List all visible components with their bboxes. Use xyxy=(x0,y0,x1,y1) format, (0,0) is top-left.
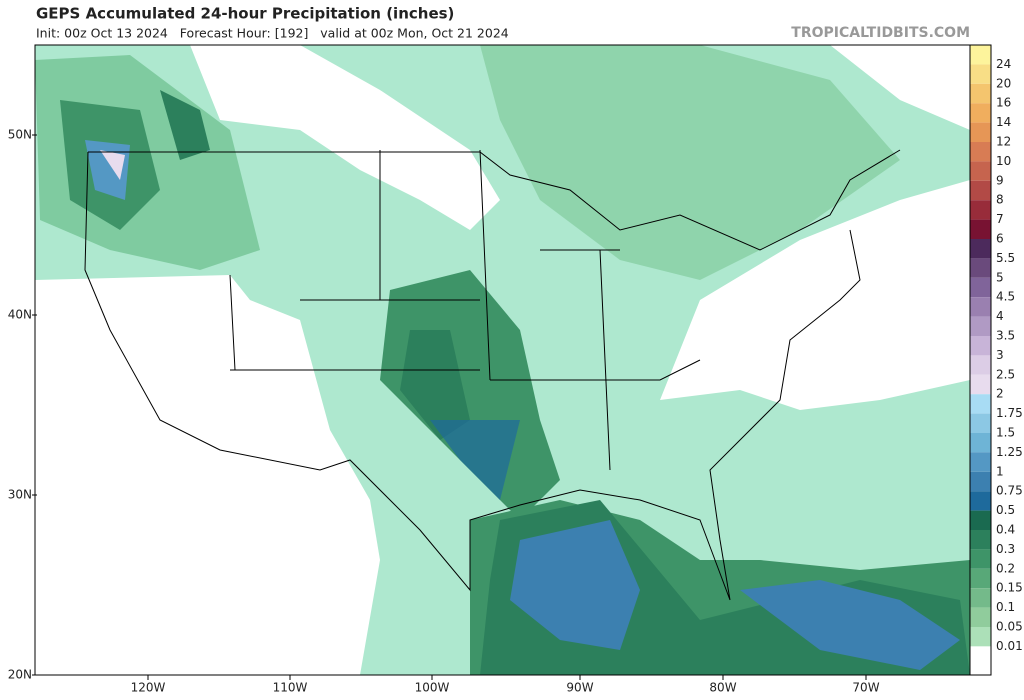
colorbar-swatch xyxy=(970,549,991,569)
title: GEPS Accumulated 24-hour Precipitation (… xyxy=(36,5,454,23)
lon-label: 80W xyxy=(709,681,736,695)
colorbar-swatch xyxy=(970,103,991,123)
lon-label: 100W xyxy=(415,681,450,695)
colorbar-swatch xyxy=(970,355,991,375)
colorbar-swatch xyxy=(970,239,991,259)
colorbar-label: 14 xyxy=(996,115,1011,129)
colorbar-swatch xyxy=(970,64,991,84)
colorbar-label: 0.1 xyxy=(996,600,1015,614)
colorbar-swatch xyxy=(970,316,991,336)
map xyxy=(35,45,970,675)
colorbar-swatch xyxy=(970,374,991,395)
colorbar-swatch xyxy=(970,336,991,356)
colorbar-label: 0.5 xyxy=(996,503,1015,517)
lat-label: 40N xyxy=(8,308,32,322)
colorbar-swatch xyxy=(970,142,991,162)
lat-label: 20N xyxy=(8,668,32,682)
colorbar-swatch xyxy=(970,45,991,65)
colorbar-swatch xyxy=(970,491,991,511)
colorbar-label: 0.2 xyxy=(996,561,1015,575)
colorbar-swatch xyxy=(970,568,991,589)
colorbar-label: 16 xyxy=(996,96,1011,110)
site-credit: TROPICALTIDBITS.COM xyxy=(791,25,970,41)
colorbar-label: 12 xyxy=(996,135,1011,149)
colorbar-label: 5.5 xyxy=(996,251,1015,265)
lon-label: 70W xyxy=(852,681,879,695)
colorbar-swatch xyxy=(970,219,991,239)
colorbar-swatch xyxy=(970,258,991,278)
colorbar-swatch xyxy=(970,510,991,530)
colorbar-label: 1 xyxy=(996,464,1004,478)
colorbar-swatch xyxy=(970,161,991,181)
colorbar-label: 0.4 xyxy=(996,523,1015,537)
colorbar-swatch xyxy=(970,627,991,647)
colorbar-label: 5 xyxy=(996,270,1004,284)
colorbar-swatch xyxy=(970,607,991,627)
colorbar-label: 0.05 xyxy=(996,620,1023,634)
colorbar-swatch xyxy=(970,413,991,433)
lon-label: 110W xyxy=(273,681,308,695)
colorbar-label: 8 xyxy=(996,193,1004,207)
colorbar-swatch xyxy=(970,122,991,142)
colorbar-label: 2.5 xyxy=(996,367,1015,381)
colorbar-label: 0.75 xyxy=(996,484,1023,498)
colorbar-label: 7 xyxy=(996,212,1004,226)
colorbar-label: 24 xyxy=(996,57,1011,71)
colorbar-label: 1.75 xyxy=(996,406,1023,420)
lon-label: 90W xyxy=(566,681,593,695)
colorbar-swatch xyxy=(970,297,991,317)
colorbar-frame xyxy=(969,44,992,676)
colorbar-label: 20 xyxy=(996,76,1011,90)
colorbar-swatch xyxy=(970,394,991,414)
lat-label: 50N xyxy=(8,128,32,142)
colorbar-swatch xyxy=(970,646,991,675)
colorbar-label: 4.5 xyxy=(996,290,1015,304)
colorbar-label: 2 xyxy=(996,387,1004,401)
colorbar-label: 10 xyxy=(996,154,1011,168)
colorbar-label: 6 xyxy=(996,232,1004,246)
colorbar-label: 1.25 xyxy=(996,445,1023,459)
colorbar-label: 3 xyxy=(996,348,1004,362)
colorbar-swatch xyxy=(970,452,991,472)
colorbar-label: 4 xyxy=(996,309,1004,323)
colorbar-label: 9 xyxy=(996,173,1004,187)
colorbar-swatch xyxy=(970,530,991,550)
colorbar-swatch xyxy=(970,180,991,201)
colorbar-swatch xyxy=(970,471,991,492)
colorbar-label: 0.15 xyxy=(996,581,1023,595)
colorbar-swatch xyxy=(970,277,991,298)
colorbar-swatch xyxy=(970,83,991,104)
colorbar-label: 3.5 xyxy=(996,329,1015,343)
colorbar-label: 0.3 xyxy=(996,542,1015,556)
colorbar-label: 1.5 xyxy=(996,426,1015,440)
colorbar-label: 0.01 xyxy=(996,639,1023,653)
subtitle: Init: 00z Oct 13 2024 Forecast Hour: [19… xyxy=(36,26,509,41)
colorbar-swatch xyxy=(970,433,991,453)
lat-label: 30N xyxy=(8,488,32,502)
colorbar-swatch xyxy=(970,588,991,608)
colorbar-swatch xyxy=(970,200,991,220)
lon-label: 120W xyxy=(131,681,166,695)
